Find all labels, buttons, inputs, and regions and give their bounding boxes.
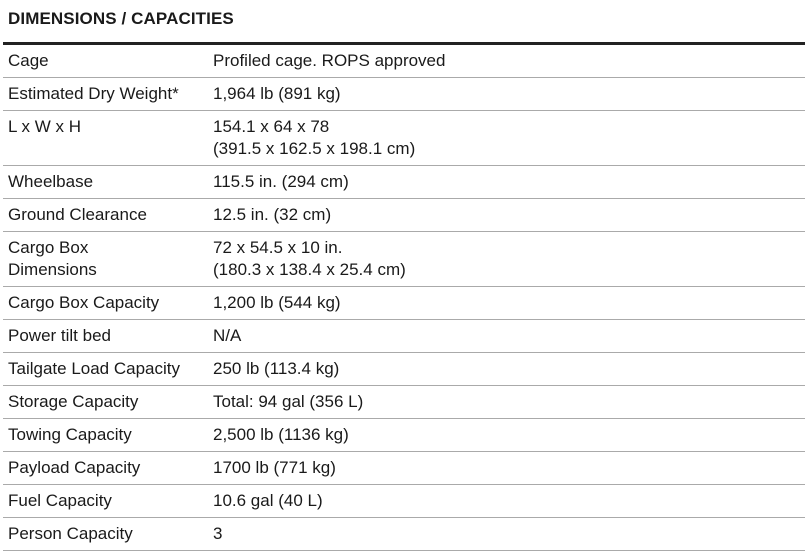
spec-label: Payload Capacity <box>3 451 208 485</box>
spec-value: Profiled cage. ROPS approved <box>208 43 805 78</box>
spec-value: 2,500 lb (1136 kg) <box>208 418 805 452</box>
spec-value: 1,964 lb (891 kg) <box>208 77 805 111</box>
spec-label: Ground Clearance <box>3 198 208 232</box>
spec-row: Cargo Box Capacity 1,200 lb (544 kg) <box>3 286 805 320</box>
spec-row: Cage Profiled cage. ROPS approved <box>3 43 805 78</box>
spec-value: 250 lb (113.4 kg) <box>208 352 805 386</box>
spec-label: Cargo Box Dimensions <box>3 231 208 287</box>
spec-value: N/A <box>208 319 805 353</box>
spec-label: Tailgate Load Capacity <box>3 352 208 386</box>
spec-value: 3 <box>208 517 805 551</box>
spec-label: L x W x H <box>3 110 208 166</box>
spec-row: Tailgate Load Capacity 250 lb (113.4 kg) <box>3 352 805 386</box>
spec-label: Wheelbase <box>3 165 208 199</box>
spec-table: Cage Profiled cage. ROPS approved Estimate… <box>3 42 805 551</box>
spec-row: Wheelbase 115.5 in. (294 cm) <box>3 165 805 199</box>
spec-value: 1,200 lb (544 kg) <box>208 286 805 320</box>
spec-label: Storage Capacity <box>3 385 208 419</box>
spec-row: Person Capacity 3 <box>3 517 805 551</box>
spec-value: 154.1 x 64 x 78 (391.5 x 162.5 x 198.1 c… <box>208 110 805 166</box>
spec-row: Estimated Dry Weight* 1,964 lb (891 kg) <box>3 77 805 111</box>
spec-row: L x W x H 154.1 x 64 x 78 (391.5 x 162.5 … <box>3 110 805 166</box>
spec-value: 1700 lb (771 kg) <box>208 451 805 485</box>
spec-row: Fuel Capacity 10.6 gal (40 L) <box>3 484 805 518</box>
section-title: DIMENSIONS / CAPACITIES <box>8 9 234 28</box>
spec-value: 12.5 in. (32 cm) <box>208 198 805 232</box>
spec-label: Cage <box>3 43 208 78</box>
spec-row: Ground Clearance 12.5 in. (32 cm) <box>3 198 805 232</box>
spec-value: 10.6 gal (40 L) <box>208 484 805 518</box>
spec-value: 115.5 in. (294 cm) <box>208 165 805 199</box>
spec-row: Storage Capacity Total: 94 gal (356 L) <box>3 385 805 419</box>
spec-value: Total: 94 gal (356 L) <box>208 385 805 419</box>
spec-label: Person Capacity <box>3 517 208 551</box>
spec-label: Power tilt bed <box>3 319 208 353</box>
spec-row: Cargo Box Dimensions 72 x 54.5 x 10 in. (… <box>3 231 805 287</box>
spec-row: Towing Capacity 2,500 lb (1136 kg) <box>3 418 805 452</box>
spec-label: Towing Capacity <box>3 418 208 452</box>
spec-label: Cargo Box Capacity <box>3 286 208 320</box>
spec-value: 72 x 54.5 x 10 in. (180.3 x 138.4 x 25.4… <box>208 231 805 287</box>
spec-label: Estimated Dry Weight* <box>3 77 208 111</box>
spec-label: Fuel Capacity <box>3 484 208 518</box>
spec-row: Payload Capacity 1700 lb (771 kg) <box>3 451 805 485</box>
spec-row: Power tilt bed N/A <box>3 319 805 353</box>
